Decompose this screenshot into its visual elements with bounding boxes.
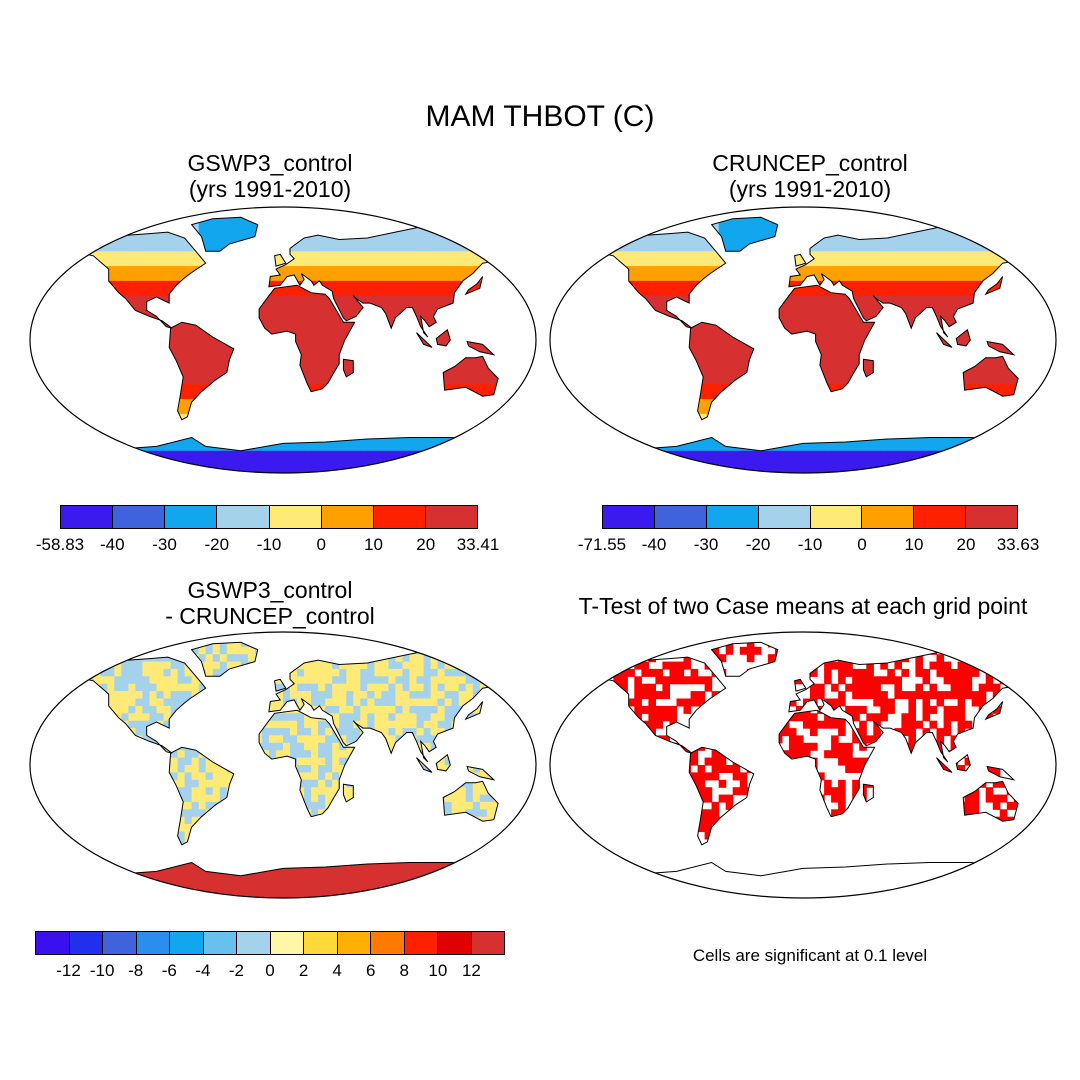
colorbar-tick-label: -8 (128, 961, 144, 980)
map-border (29, 631, 537, 899)
panel-title-line1: GSWP3_control (187, 577, 353, 603)
colorbar-swatch (603, 506, 655, 528)
land-cells (30, 642, 536, 898)
coastlines (550, 641, 1056, 898)
colorbar-tick-label: -40 (641, 535, 667, 554)
colorbar-swatch (371, 932, 405, 954)
colorbar-swatch (237, 932, 271, 954)
colorbar-swatch (269, 506, 322, 528)
colorbar-tick-label: -71.55 (577, 535, 627, 554)
colorbar-tick-label: -30 (152, 535, 177, 554)
colorbar-swatch (61, 506, 114, 528)
colorbar-swatch (810, 506, 863, 528)
coastlines (550, 216, 1056, 473)
colorbar-tick-label: -30 (693, 535, 719, 554)
panel-title-gswp3: GSWP3_control (yrs 1991-2010) (60, 150, 480, 203)
colorbar-swatch (862, 506, 915, 528)
colorbar-swatch (113, 506, 166, 528)
colorbar-tick-label: 0 (316, 535, 326, 554)
colorbar-gswp3 (60, 505, 478, 529)
colorbar-swatch (103, 932, 137, 954)
colorbar-tick-label: -2 (228, 961, 244, 980)
colorbar-swatch (304, 932, 338, 954)
colorbar-swatch (471, 932, 504, 954)
colorbar-swatch (203, 932, 237, 954)
colorbar-tick-label: -12 (56, 961, 81, 980)
colorbar-swatch (165, 506, 218, 528)
colorbar-tick-label: 33.63 (996, 535, 1040, 554)
colorbar-swatch (337, 932, 371, 954)
colorbar-tick-label: 20 (416, 535, 436, 554)
colorbar-tick-label: -58.83 (35, 535, 85, 554)
colorbar-swatch (438, 932, 472, 954)
colorbar-swatch (425, 506, 477, 528)
colorbar-tick-label: -10 (256, 535, 282, 554)
colorbar-swatch (914, 506, 967, 528)
map-border (549, 631, 1057, 899)
colorbar-swatch (69, 932, 103, 954)
colorbar-tick-label: -10 (89, 961, 115, 980)
significance-note: Cells are significant at 0.1 level (692, 946, 928, 965)
colorbar-difference (35, 931, 505, 955)
colorbar-tick-label: 33.41 (456, 535, 500, 554)
colorbar-tick-label: -6 (161, 961, 177, 980)
panel-title-cruncep: CRUNCEP_control (yrs 1991-2010) (600, 150, 1020, 203)
colorbar-tick-label: -10 (797, 535, 823, 554)
coastlines (30, 216, 536, 473)
colorbar-swatch (758, 506, 811, 528)
colorbar-swatch (706, 506, 759, 528)
colorbar-swatch (217, 506, 270, 528)
colorbar-tick-label: -20 (204, 535, 230, 554)
land-cells (550, 642, 1056, 855)
colorbar-tick-label: -4 (195, 961, 211, 980)
colorbar-swatch (373, 506, 426, 528)
colorbar-swatch (404, 932, 438, 954)
colorbar-tick-label: 0 (265, 961, 275, 980)
colorbar-swatch (36, 932, 70, 954)
panel-title-line2: - CRUNCEP_control (165, 603, 375, 630)
colorbar-swatch (966, 506, 1017, 528)
main-title: MAM THBOT (C) (425, 100, 655, 133)
colorbar-tick-label: -40 (99, 535, 125, 554)
map-border (29, 206, 537, 474)
panel-title-ttest: T-Test of two Case means at each grid po… (578, 593, 1028, 619)
colorbar-tick-label: 12 (461, 961, 481, 980)
land-cells (550, 217, 1056, 473)
colorbar-tick-label: 20 (956, 535, 976, 554)
panel-title-line2: (yrs 1991-2010) (188, 176, 352, 203)
colorbar-tick-label: 10 (428, 961, 448, 980)
colorbar-tick-label: 10 (904, 535, 924, 554)
land-cells (30, 217, 536, 473)
colorbar-swatch (136, 932, 170, 954)
colorbar-cruncep (602, 505, 1018, 529)
panel-title-line1: CRUNCEP_control (712, 150, 908, 176)
colorbar-tick-label: 4 (332, 961, 342, 980)
colorbar-tick-label: 0 (857, 535, 867, 554)
map-gswp3 (29, 206, 537, 474)
map-ttest (549, 631, 1057, 899)
panel-title-line2: (yrs 1991-2010) (728, 176, 892, 203)
map-cruncep (549, 206, 1057, 474)
colorbar-tick-label: 2 (298, 961, 309, 980)
colorbar-tick-label: -20 (745, 535, 771, 554)
coastlines (30, 641, 536, 898)
map-border (549, 206, 1057, 474)
colorbar-swatch (170, 932, 204, 954)
panel-title-line1: GSWP3_control (187, 150, 353, 176)
colorbar-tick-label: 10 (364, 535, 383, 554)
colorbar-swatch (270, 932, 304, 954)
map-difference (29, 631, 537, 899)
colorbar-swatch (321, 506, 374, 528)
panel-title-difference: GSWP3_control - CRUNCEP_control (60, 577, 480, 630)
colorbar-swatch (654, 506, 707, 528)
colorbar-tick-label: 6 (365, 961, 376, 980)
colorbar-tick-label: 8 (399, 961, 410, 980)
